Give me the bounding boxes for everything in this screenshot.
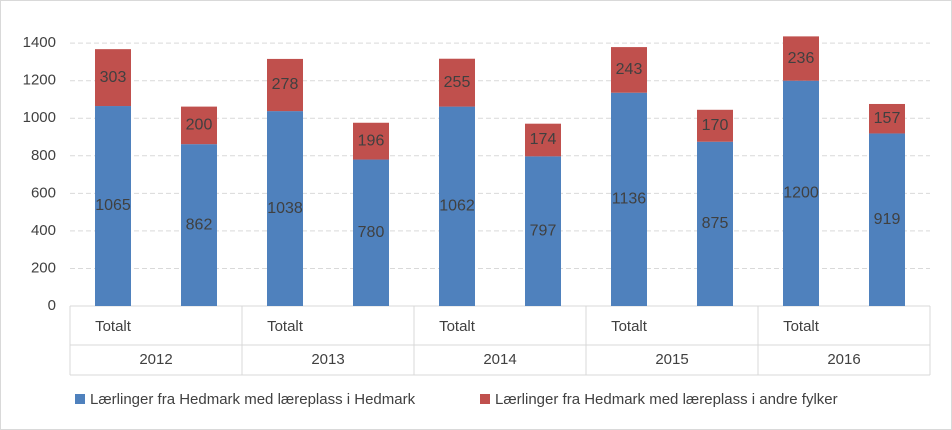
data-label: 255 [444, 74, 471, 91]
bar-segment [525, 156, 561, 306]
data-label: 236 [788, 50, 815, 67]
data-label: 303 [100, 69, 127, 86]
data-label: 278 [272, 76, 299, 93]
bar-segment [95, 49, 131, 107]
data-label: 174 [530, 131, 557, 148]
y-tick-label: 1400 [23, 34, 56, 51]
bar-segment [439, 58, 475, 107]
data-label: 780 [358, 224, 385, 241]
x-tick-label: Totalt [95, 318, 132, 335]
bar-segment [353, 159, 389, 306]
bar-segment [439, 106, 475, 306]
group-label: 2012 [139, 351, 172, 368]
y-tick-label: 0 [48, 297, 56, 314]
y-tick-label: 1200 [23, 72, 56, 89]
bar-segment [697, 141, 733, 306]
bar-segment [869, 133, 905, 306]
bar-segment [869, 103, 905, 134]
bar-segment [697, 109, 733, 142]
bar-segment [181, 144, 217, 306]
data-label: 1038 [267, 200, 303, 217]
data-label: 1200 [783, 185, 819, 202]
bar-segment [525, 123, 561, 157]
data-label: 170 [702, 117, 729, 134]
bar-segment [611, 47, 647, 93]
bar-segment [353, 122, 389, 160]
data-label: 919 [874, 211, 901, 228]
x-tick-label: Totalt [611, 318, 648, 335]
y-tick-label: 1000 [23, 109, 56, 126]
bar-segment [95, 106, 131, 306]
group-label: 2016 [827, 351, 860, 368]
y-tick-label: 400 [31, 222, 56, 239]
group-label: 2015 [655, 351, 688, 368]
legend-swatch [75, 394, 85, 404]
y-tick-label: 200 [31, 259, 56, 276]
data-label: 1136 [612, 191, 647, 208]
data-label: 797 [530, 222, 557, 239]
x-tick-label: Totalt [439, 318, 476, 335]
data-label: 1065 [95, 197, 131, 214]
bar-segment [611, 92, 647, 306]
bar-segment [783, 80, 819, 306]
bar-segment [267, 58, 303, 112]
bar-segment [267, 111, 303, 307]
x-tick-label: Totalt [267, 318, 304, 335]
data-label: 243 [616, 61, 643, 78]
legend-label: Lærlinger fra Hedmark med læreplass i an… [495, 391, 838, 408]
group-label: 2013 [311, 351, 344, 368]
data-label: 875 [702, 215, 729, 232]
group-label: 2014 [483, 351, 516, 368]
data-label: 196 [358, 132, 385, 149]
x-tick-label: Totalt [783, 318, 820, 335]
data-label: 200 [186, 117, 213, 134]
data-label: 862 [186, 216, 213, 233]
data-label: 1062 [439, 198, 475, 215]
bar-segment [181, 106, 217, 145]
data-label: 157 [874, 110, 901, 127]
y-tick-label: 600 [31, 184, 56, 201]
legend-swatch [480, 394, 490, 404]
y-tick-label: 800 [31, 147, 56, 164]
legend-label: Lærlinger fra Hedmark med læreplass i He… [90, 391, 416, 408]
bar-segment [783, 36, 819, 81]
